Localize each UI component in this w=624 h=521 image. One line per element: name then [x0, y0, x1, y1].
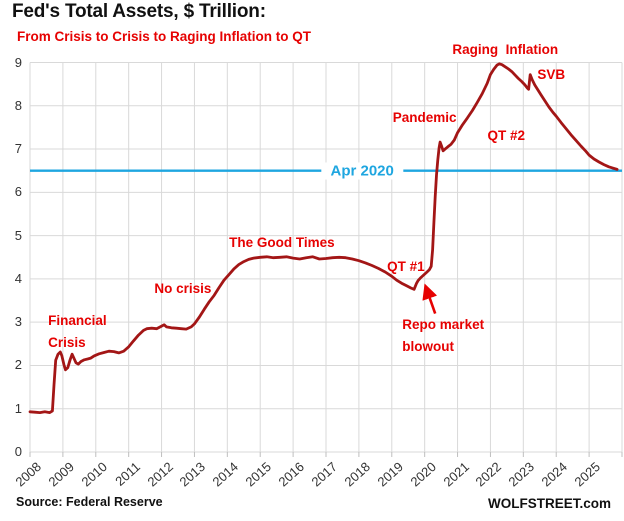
- annotation-repo-market-blowout: Repo market blowout: [402, 317, 485, 354]
- annotation-financial-crisis: Financial Crisis: [48, 313, 107, 350]
- annotation-raging-inflation: Raging Inflation: [452, 41, 559, 57]
- source-label: Source: Federal Reserve: [16, 495, 163, 509]
- y-axis-tick-label: 3: [14, 314, 22, 330]
- series-line: [28, 62, 619, 415]
- page-subtitle: From Crisis to Crisis to Raging Inflatio…: [17, 29, 312, 44]
- y-axis-tick-label: 7: [14, 141, 22, 157]
- annotation-svb: SVB: [537, 66, 566, 82]
- y-axis-tick-label: 4: [14, 270, 22, 286]
- y-axis-tick-label: 0: [14, 444, 22, 459]
- annotation-pandemic: Pandemic: [392, 109, 457, 125]
- y-axis-tick-label: 2: [14, 357, 22, 373]
- annotation-qt-1: QT #1: [387, 259, 425, 275]
- y-axis-tick-label: 1: [14, 400, 22, 416]
- y-axis-tick-label: 6: [14, 184, 22, 200]
- annotation-qt-2: QT #2: [487, 128, 525, 144]
- repo-arrow: [422, 283, 438, 314]
- y-axis-tick-label: 9: [14, 54, 22, 70]
- brand-label: WOLFSTREET.com: [487, 496, 611, 511]
- y-axis-tick-label: 8: [14, 97, 22, 113]
- y-axis-tick-label: 5: [14, 227, 22, 243]
- reference-line-label: Apr 2020: [321, 162, 403, 180]
- annotation-no-crisis: No crisis: [154, 281, 212, 297]
- page-title: Fed's Total Assets, $ Trillion:: [12, 1, 266, 22]
- annotation-good-times: The Good Times: [229, 235, 335, 251]
